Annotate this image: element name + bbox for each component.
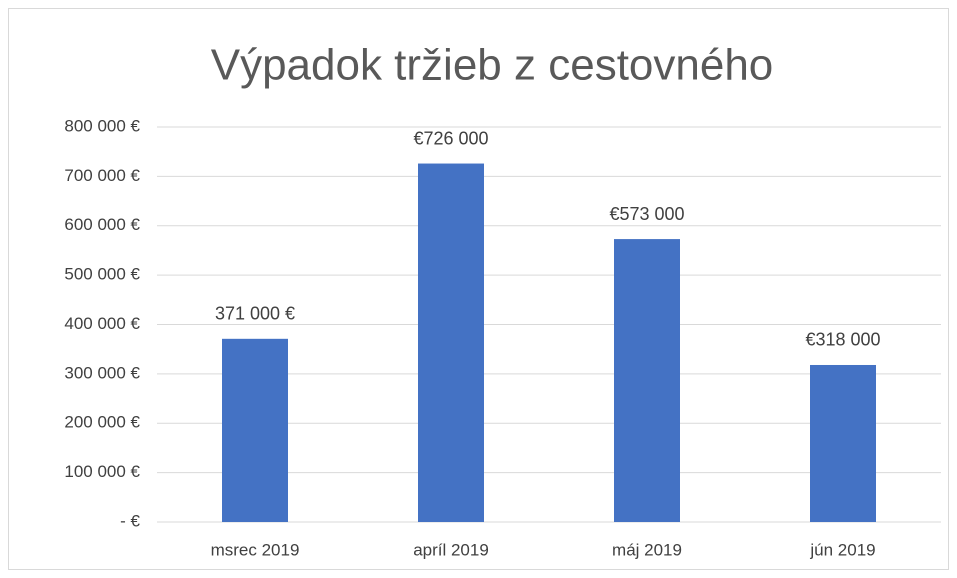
y-tick-label: 600 000 € — [64, 215, 140, 234]
bar — [614, 239, 680, 523]
x-tick-label: apríl 2019 — [413, 540, 489, 559]
y-tick-label: 200 000 € — [64, 413, 140, 432]
value-label: 371 000 € — [215, 304, 295, 324]
bar — [222, 338, 288, 522]
chart-title: Výpadok tržieb z cestovného — [211, 41, 774, 90]
y-tick-label: 300 000 € — [64, 363, 140, 382]
bar — [810, 364, 876, 522]
value-label: €318 000 — [805, 330, 880, 350]
y-tick-label: 700 000 € — [64, 166, 140, 185]
value-label: €573 000 — [609, 204, 684, 224]
y-tick-label: 400 000 € — [64, 314, 140, 333]
y-tick-label: 500 000 € — [64, 265, 140, 284]
value-label: €726 000 — [413, 128, 488, 148]
x-tick-label: jún 2019 — [809, 540, 875, 559]
x-tick-label: máj 2019 — [612, 540, 682, 559]
x-tick-label: msrec 2019 — [211, 540, 300, 559]
y-tick-label: - € — [120, 511, 140, 530]
bar — [418, 163, 484, 522]
y-tick-label: 100 000 € — [64, 462, 140, 481]
y-tick-label: 800 000 € — [64, 116, 140, 135]
